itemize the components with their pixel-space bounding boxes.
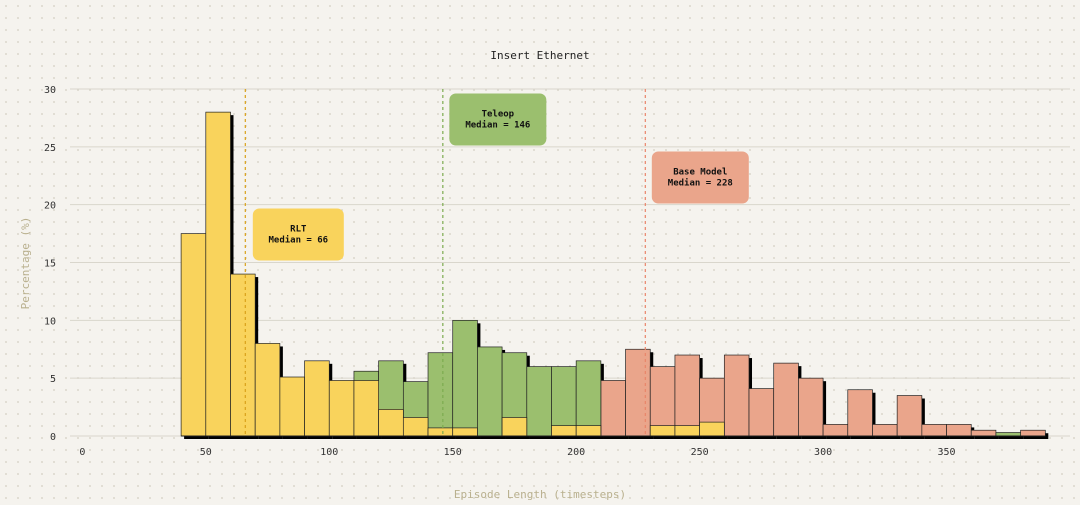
x-tick-label: 250 bbox=[691, 447, 709, 458]
base-model-bar bbox=[773, 362, 799, 437]
rlt-bar bbox=[575, 425, 602, 437]
base-model-bar bbox=[946, 424, 972, 437]
base-model-bar bbox=[847, 389, 873, 437]
teleop-bar-shadow bbox=[998, 435, 1024, 439]
base-model-bar bbox=[748, 388, 775, 437]
y-tick-label: 20 bbox=[44, 201, 56, 212]
x-tick-label: 50 bbox=[200, 447, 212, 458]
rlt-bar bbox=[180, 233, 207, 437]
rlt-bar bbox=[328, 380, 355, 437]
teleop-bar bbox=[575, 360, 602, 437]
rlt-bar bbox=[551, 425, 577, 437]
median-lines bbox=[244, 89, 646, 436]
teleop-annotation-title: Teleop bbox=[482, 110, 515, 120]
rlt-bar bbox=[279, 376, 305, 437]
rlt-annotation-title: RLT bbox=[290, 225, 307, 235]
x-tick-label: 350 bbox=[938, 447, 956, 458]
teleop-annotation-box bbox=[449, 93, 547, 146]
base-model-bar bbox=[896, 395, 923, 437]
rlt-bar bbox=[254, 343, 281, 437]
x-tick-label: 300 bbox=[814, 447, 832, 458]
x-tick-label: 100 bbox=[320, 447, 338, 458]
teleop-annotation-median: Median = 146 bbox=[465, 120, 530, 131]
rlt-bar bbox=[205, 111, 231, 437]
base-model-bar bbox=[798, 377, 824, 437]
base-model-annotation-median: Median = 228 bbox=[668, 178, 733, 189]
base-model-bar bbox=[674, 354, 700, 437]
base-model-bar bbox=[625, 348, 651, 437]
base-model-bar bbox=[600, 380, 626, 437]
x-tick-label: 200 bbox=[567, 447, 585, 458]
base-model-bar bbox=[723, 354, 750, 437]
rlt-bar bbox=[674, 425, 700, 437]
teleop-bar bbox=[477, 346, 503, 437]
rlt-bar bbox=[304, 360, 330, 437]
y-tick-label: 5 bbox=[50, 374, 56, 385]
rlt-bar bbox=[427, 427, 454, 437]
x-axis-label: Episode Length (timesteps) bbox=[454, 488, 626, 501]
teleop-bar bbox=[452, 319, 478, 437]
rlt-bar bbox=[501, 417, 528, 437]
chart-title: Insert Ethernet bbox=[490, 49, 589, 62]
rlt-annotation-box bbox=[252, 208, 344, 261]
rlt-bar bbox=[378, 409, 404, 437]
y-tick-label: 0 bbox=[50, 432, 56, 443]
base-model-bar bbox=[872, 424, 898, 437]
x-tick-label: 150 bbox=[444, 447, 462, 458]
rlt-bar bbox=[649, 425, 676, 437]
teleop-bar bbox=[995, 432, 1021, 437]
y-axis-label: Percentage (%) bbox=[19, 217, 32, 310]
y-tick-label: 30 bbox=[44, 85, 56, 96]
rlt-bar bbox=[353, 380, 379, 437]
teleop-bar bbox=[427, 352, 454, 437]
base-model-annotation-box bbox=[651, 151, 749, 204]
base-model-bar bbox=[1020, 429, 1046, 437]
y-tick-label: 25 bbox=[44, 143, 56, 154]
teleop-bar bbox=[526, 366, 552, 437]
base-model-bar bbox=[921, 424, 947, 437]
x-tick-label: 0 bbox=[79, 447, 85, 458]
y-tick-label: 10 bbox=[44, 316, 56, 327]
rlt-bar bbox=[699, 421, 725, 437]
base-model-bar bbox=[822, 424, 849, 437]
bars bbox=[180, 111, 1046, 437]
y-tick-label: 15 bbox=[44, 259, 56, 270]
rlt-bar bbox=[402, 417, 429, 437]
base-model-annotation-title: Base Model bbox=[673, 168, 727, 178]
rlt-bar bbox=[452, 427, 478, 437]
rlt-bar bbox=[230, 273, 256, 437]
base-model-bar bbox=[970, 429, 997, 437]
rlt-annotation-median: Median = 66 bbox=[269, 235, 329, 246]
